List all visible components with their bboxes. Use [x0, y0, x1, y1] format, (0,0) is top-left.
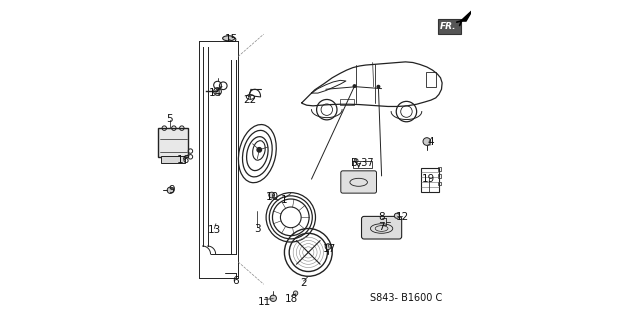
Circle shape — [354, 159, 358, 163]
Text: 7: 7 — [378, 222, 385, 232]
Polygon shape — [460, 10, 472, 21]
Bar — [439, 167, 442, 171]
Text: S843- B1600 C: S843- B1600 C — [370, 293, 442, 303]
Text: 4: 4 — [427, 138, 434, 148]
Text: 16: 16 — [177, 155, 190, 165]
Text: 18: 18 — [285, 293, 298, 304]
Text: 5: 5 — [166, 114, 173, 124]
Bar — [161, 156, 185, 163]
Circle shape — [325, 244, 331, 250]
Text: 2: 2 — [300, 278, 307, 288]
Bar — [439, 174, 442, 178]
Text: 12: 12 — [396, 212, 409, 222]
FancyBboxPatch shape — [439, 19, 461, 34]
Circle shape — [269, 192, 275, 198]
Ellipse shape — [222, 36, 235, 41]
Circle shape — [353, 85, 356, 87]
Text: 17: 17 — [322, 244, 336, 254]
Text: 9: 9 — [169, 185, 175, 195]
Text: 15: 15 — [224, 34, 238, 44]
FancyBboxPatch shape — [341, 171, 376, 193]
Text: 1: 1 — [281, 195, 288, 205]
Bar — [340, 100, 354, 105]
Bar — [421, 168, 439, 192]
Text: 22: 22 — [244, 95, 257, 105]
Circle shape — [377, 85, 379, 88]
Circle shape — [423, 138, 430, 145]
Text: 13: 13 — [207, 225, 221, 235]
Circle shape — [270, 295, 277, 301]
FancyBboxPatch shape — [361, 216, 402, 239]
Text: 6: 6 — [232, 276, 239, 286]
Circle shape — [167, 187, 174, 194]
Text: 10: 10 — [266, 192, 279, 202]
Text: 8: 8 — [378, 212, 385, 222]
Bar — [439, 182, 442, 186]
Bar — [158, 128, 188, 157]
Circle shape — [293, 291, 298, 295]
Text: FR.: FR. — [440, 22, 456, 31]
Bar — [426, 72, 436, 87]
Text: 11: 11 — [258, 297, 271, 307]
Circle shape — [394, 213, 399, 218]
Text: 3: 3 — [254, 223, 260, 234]
Bar — [353, 161, 372, 168]
Text: B-37: B-37 — [351, 158, 374, 168]
Text: 14: 14 — [209, 88, 222, 98]
Text: 19: 19 — [422, 174, 435, 184]
Circle shape — [257, 148, 262, 152]
